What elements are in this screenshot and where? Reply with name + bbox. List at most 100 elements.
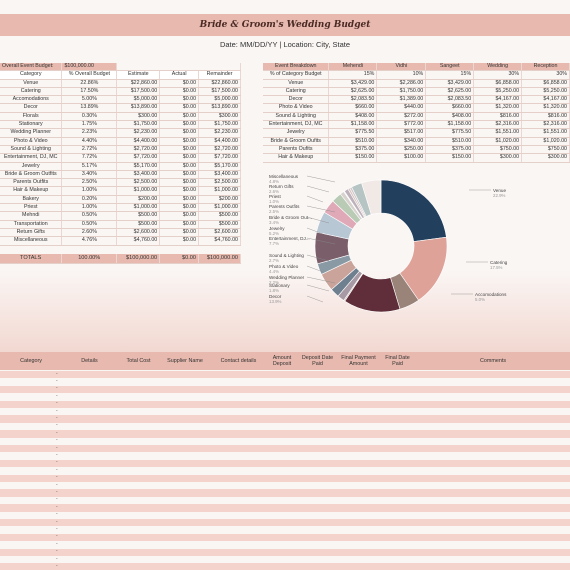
breakdown-value-cell[interactable]: $6,858.00 — [473, 79, 523, 88]
breakdown-value-cell[interactable]: $408.00 — [328, 112, 378, 122]
budget-value-cell[interactable]: 4.76% — [61, 236, 118, 246]
budget-value-cell[interactable]: $0.00 — [159, 153, 200, 163]
budget-value-cell[interactable]: 2.50% — [61, 178, 118, 188]
budget-value-cell[interactable]: $13,890.00 — [116, 103, 161, 113]
budget-value-cell[interactable]: $0.00 — [159, 137, 200, 146]
breakdown-value-cell[interactable]: $1,389.00 — [376, 95, 427, 105]
breakdown-value-cell[interactable]: $250.00 — [376, 145, 427, 155]
budget-value-cell[interactable]: 0.20% — [61, 195, 118, 205]
budget-value-cell[interactable]: 1.75% — [61, 120, 118, 130]
breakdown-value-cell[interactable]: $775.50 — [425, 128, 475, 138]
breakdown-value-cell[interactable]: $340.00 — [376, 137, 427, 146]
breakdown-value-cell[interactable]: $660.00 — [328, 103, 378, 113]
breakdown-value-cell[interactable]: $2,316.00 — [521, 120, 570, 130]
breakdown-value-cell[interactable]: 30% — [473, 70, 523, 80]
breakdown-value-cell[interactable]: $1,020.00 — [521, 137, 570, 146]
budget-value-cell[interactable]: $0.00 — [159, 203, 200, 213]
supplier-row-placeholder[interactable]: - — [56, 392, 58, 399]
budget-value-cell[interactable]: $500.00 — [198, 211, 241, 221]
budget-value-cell[interactable]: $0.00 — [159, 170, 200, 180]
budget-value-cell[interactable]: $7,720.00 — [116, 153, 161, 163]
breakdown-value-cell[interactable]: $1,320.00 — [473, 103, 523, 113]
budget-value-cell[interactable]: $17,500.00 — [116, 87, 161, 97]
budget-value-cell[interactable]: $0.00 — [159, 211, 200, 221]
budget-value-cell[interactable]: $3,400.00 — [198, 170, 241, 180]
supplier-row-placeholder[interactable]: - — [56, 533, 58, 540]
budget-value-cell[interactable]: 2.23% — [61, 128, 118, 138]
breakdown-value-cell[interactable]: $775.50 — [328, 128, 378, 138]
budget-value-cell[interactable]: 7.72% — [61, 153, 118, 163]
breakdown-value-cell[interactable]: 15% — [425, 70, 475, 80]
supplier-row-placeholder[interactable]: - — [56, 414, 58, 421]
breakdown-value-cell[interactable]: $660.00 — [425, 103, 475, 113]
supplier-row-placeholder[interactable]: - — [56, 548, 58, 555]
budget-value-cell[interactable]: $0.00 — [159, 186, 200, 196]
budget-value-cell[interactable]: 22.86% — [61, 79, 118, 88]
breakdown-value-cell[interactable]: $272.00 — [376, 112, 427, 122]
budget-value-cell[interactable]: $300.00 — [116, 112, 161, 122]
breakdown-value-cell[interactable]: $510.00 — [425, 137, 475, 146]
supplier-row-placeholder[interactable]: - — [56, 518, 58, 525]
donut-slice-venue[interactable] — [380, 179, 447, 242]
budget-value-cell[interactable]: $22,860.00 — [198, 79, 241, 88]
budget-value-cell[interactable]: $500.00 — [116, 211, 161, 221]
supplier-row-placeholder[interactable]: - — [56, 481, 58, 488]
budget-value-cell[interactable]: $2,600.00 — [198, 228, 241, 238]
breakdown-value-cell[interactable]: 10% — [376, 70, 427, 80]
budget-value-cell[interactable]: $2,720.00 — [116, 145, 161, 155]
breakdown-value-cell[interactable]: $300.00 — [473, 153, 523, 163]
breakdown-value-cell[interactable]: $2,286.00 — [376, 79, 427, 88]
budget-value-cell[interactable]: $0.00 — [159, 87, 200, 97]
breakdown-value-cell[interactable]: $3,429.00 — [425, 79, 475, 88]
budget-value-cell[interactable]: $4,760.00 — [116, 236, 161, 246]
supplier-row-placeholder[interactable]: - — [56, 429, 58, 436]
budget-value-cell[interactable]: $5,170.00 — [198, 162, 241, 171]
breakdown-value-cell[interactable]: $1,320.00 — [521, 103, 570, 113]
budget-value-cell[interactable]: $2,230.00 — [116, 128, 161, 138]
breakdown-value-cell[interactable]: $408.00 — [425, 112, 475, 122]
budget-value-cell[interactable]: $2,720.00 — [198, 145, 241, 155]
breakdown-value-cell[interactable]: $1,158.00 — [425, 120, 475, 130]
breakdown-value-cell[interactable]: $1,020.00 — [473, 137, 523, 146]
budget-value-cell[interactable]: 5.17% — [61, 162, 118, 171]
budget-value-cell[interactable]: $0.00 — [159, 195, 200, 205]
budget-value-cell[interactable]: 4.40% — [61, 137, 118, 146]
supplier-row-placeholder[interactable]: - — [56, 400, 58, 407]
breakdown-value-cell[interactable]: $517.00 — [376, 128, 427, 138]
budget-value-cell[interactable]: $0.00 — [159, 236, 200, 246]
budget-value-cell[interactable]: $1,000.00 — [116, 203, 161, 213]
budget-value-cell[interactable]: $0.00 — [159, 120, 200, 130]
donut-slice-miscellaneous[interactable] — [361, 179, 382, 215]
supplier-row-placeholder[interactable]: - — [56, 385, 58, 392]
breakdown-value-cell[interactable]: $6,858.00 — [521, 79, 570, 88]
budget-value-cell[interactable]: $13,890.00 — [198, 103, 241, 113]
supplier-row-placeholder[interactable]: - — [56, 422, 58, 429]
breakdown-value-cell[interactable]: $150.00 — [328, 153, 378, 163]
breakdown-value-cell[interactable]: 15% — [328, 70, 378, 80]
breakdown-value-cell[interactable]: $816.00 — [521, 112, 570, 122]
budget-value-cell[interactable]: $2,600.00 — [116, 228, 161, 238]
breakdown-value-cell[interactable]: $5,250.00 — [473, 87, 523, 97]
overall-budget-value[interactable]: $100,000.00 — [61, 63, 118, 72]
budget-value-cell[interactable]: $22,860.00 — [116, 79, 161, 88]
supplier-row-placeholder[interactable]: - — [56, 444, 58, 451]
budget-value-cell[interactable]: $0.00 — [159, 128, 200, 138]
budget-value-cell[interactable]: $1,750.00 — [198, 120, 241, 130]
budget-value-cell[interactable]: $0.00 — [159, 228, 200, 238]
budget-value-cell[interactable]: 0.50% — [61, 211, 118, 221]
budget-value-cell[interactable]: 0.30% — [61, 112, 118, 122]
breakdown-value-cell[interactable]: $816.00 — [473, 112, 523, 122]
budget-value-cell[interactable]: 2.72% — [61, 145, 118, 155]
budget-value-cell[interactable]: $300.00 — [198, 112, 241, 122]
budget-value-cell[interactable]: $0.00 — [159, 162, 200, 171]
supplier-row-placeholder[interactable]: - — [56, 474, 58, 481]
budget-value-cell[interactable]: $5,000.00 — [116, 95, 161, 105]
budget-value-cell[interactable]: $3,400.00 — [116, 170, 161, 180]
breakdown-value-cell[interactable]: $2,083.50 — [328, 95, 378, 105]
budget-value-cell[interactable]: 2.60% — [61, 228, 118, 238]
budget-value-cell[interactable]: $500.00 — [116, 220, 161, 229]
budget-value-cell[interactable]: $0.00 — [159, 79, 200, 88]
budget-value-cell[interactable]: $4,760.00 — [198, 236, 241, 246]
budget-value-cell[interactable]: 5.00% — [61, 95, 118, 105]
breakdown-value-cell[interactable]: $1,158.00 — [328, 120, 378, 130]
